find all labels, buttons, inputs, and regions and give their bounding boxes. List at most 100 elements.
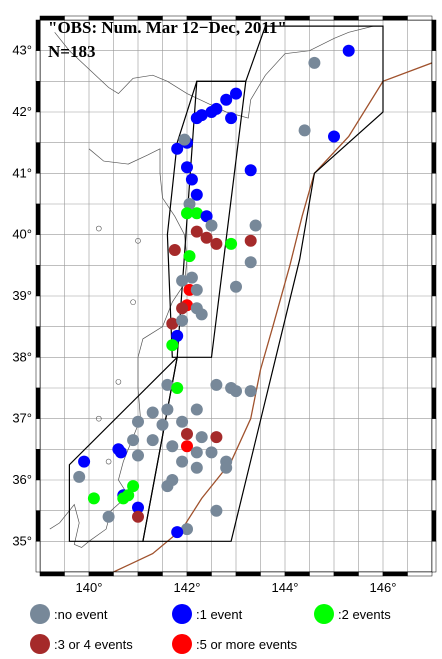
lat-tick-label: 36° xyxy=(12,472,32,487)
station-marker-one-event xyxy=(78,455,91,468)
frame-tick-left xyxy=(35,265,41,297)
inland-lake xyxy=(115,379,122,385)
lat-tick-label: 35° xyxy=(12,533,32,548)
frame-tick-right xyxy=(431,449,437,481)
station-marker-no-event xyxy=(146,406,159,419)
station-marker-one-event xyxy=(244,164,257,177)
lat-tick-label: 41° xyxy=(12,165,32,180)
station-marker-no-event xyxy=(183,198,196,210)
frame-tick-bottom xyxy=(211,571,237,577)
trench-path xyxy=(113,62,432,572)
station-marker-no-event xyxy=(190,446,203,459)
station-marker-one-event xyxy=(200,210,213,223)
legend-swatch-1-event xyxy=(172,604,192,624)
frame-tick-bottom xyxy=(39,571,65,577)
frame-tick-right xyxy=(431,234,437,266)
frame-tick-left xyxy=(35,326,41,358)
station-marker-no-event xyxy=(181,523,193,536)
station-marker-one-event xyxy=(114,446,127,459)
frame-tick-top xyxy=(309,15,335,21)
station-marker-three-four-events xyxy=(176,302,189,315)
station-marker-no-event xyxy=(244,385,257,398)
lat-tick-label: 38° xyxy=(12,349,32,364)
frame-tick-bottom xyxy=(407,571,433,577)
station-marker-no-event xyxy=(205,219,218,232)
station-marker-two-events xyxy=(127,480,140,493)
title-line-2: N=183 xyxy=(48,42,95,61)
station-marker-no-event xyxy=(210,504,223,517)
inland-lake xyxy=(96,225,102,232)
frame-tick-right xyxy=(431,479,437,511)
legend-item-5-plus-events: :5 or more events xyxy=(172,634,297,654)
station-marker-no-event xyxy=(156,418,169,431)
graticule xyxy=(40,20,432,572)
station-marker-no-event xyxy=(308,56,321,69)
frame-tick-right xyxy=(431,81,437,113)
tick-labels: 140° 142° 144° 146° 35° 36° 37° 38° 39° 40° 41° 42°… xyxy=(12,43,396,595)
frame-tick-right xyxy=(431,19,437,51)
frame-tick-bottom xyxy=(284,571,310,577)
frame-tick-bottom xyxy=(235,571,261,577)
frame-tick-left xyxy=(35,142,41,174)
frame-tick-right xyxy=(431,387,437,419)
lon-tick-label: 144° xyxy=(272,580,299,595)
station-marker-three-four-events xyxy=(244,234,257,247)
station-marker-no-event xyxy=(176,274,189,287)
frame-tick-top xyxy=(333,15,359,21)
map-frame xyxy=(35,15,437,577)
trench-line xyxy=(113,62,432,572)
station-marker-no-event xyxy=(127,434,140,447)
inland-lake xyxy=(105,458,112,465)
frame-tick-bottom xyxy=(162,571,188,577)
frame-tick-bottom xyxy=(137,571,163,577)
station-marker-one-event xyxy=(342,44,355,57)
title-line-1: "OBS: Num. Mar 12−Dec, 2011" xyxy=(48,18,287,37)
frame-tick-right xyxy=(431,541,437,573)
coastline xyxy=(49,25,374,548)
station-marker-two-events xyxy=(190,207,203,220)
legend-item-2-events: :2 events xyxy=(314,604,391,624)
station-marker-two-events xyxy=(225,237,238,250)
frame-tick-bottom xyxy=(64,571,90,577)
frame-tick-left xyxy=(35,234,41,266)
frame-tick-right xyxy=(431,265,437,297)
frame-tick-bottom xyxy=(260,571,286,577)
station-marker-no-event xyxy=(230,280,242,293)
frame-tick-left xyxy=(35,81,41,113)
station-marker-no-event xyxy=(178,133,191,146)
station-marker-no-event xyxy=(166,440,179,453)
legend-item-no-event: :no event xyxy=(30,604,108,624)
station-marker-one-event xyxy=(171,142,184,155)
legend-item-1-event: :1 event xyxy=(172,604,242,624)
legend-swatch-3-4-events xyxy=(30,634,50,654)
station-marker-one-event xyxy=(181,161,193,174)
station-marker-no-event xyxy=(73,470,86,483)
station-marker-no-event xyxy=(161,403,174,416)
lon-tick-label: 142° xyxy=(174,580,201,595)
frame-tick-bottom xyxy=(88,571,114,577)
station-marker-one-event xyxy=(190,188,203,201)
legend-swatch-5-plus-events xyxy=(172,634,192,654)
station-marker-one-event xyxy=(205,106,218,118)
station-marker-no-event xyxy=(132,449,144,462)
station-marker-no-event xyxy=(132,415,144,428)
station-marker-no-event xyxy=(220,461,233,474)
frame-tick-bottom xyxy=(113,571,139,577)
frame-tick-right xyxy=(431,357,437,389)
legend-item-3-4-events: :3 or 4 events xyxy=(30,634,133,654)
lat-tick-label: 42° xyxy=(12,104,32,119)
frame-tick-left xyxy=(35,203,41,235)
station-marker-no-event xyxy=(210,378,223,391)
station-marker-no-event xyxy=(176,314,189,327)
station-marker-one-event xyxy=(132,501,144,514)
frame-tick-right xyxy=(431,142,437,174)
frame-tick-left xyxy=(35,173,41,205)
station-marker-one-event xyxy=(225,112,238,125)
station-marker-five-plus-events xyxy=(181,440,193,453)
frame-tick-left xyxy=(35,19,41,51)
station-marker-no-event xyxy=(146,434,159,447)
station-marker-no-event xyxy=(190,461,203,474)
lat-tick-label: 40° xyxy=(12,227,32,242)
inland-lake xyxy=(96,415,102,422)
